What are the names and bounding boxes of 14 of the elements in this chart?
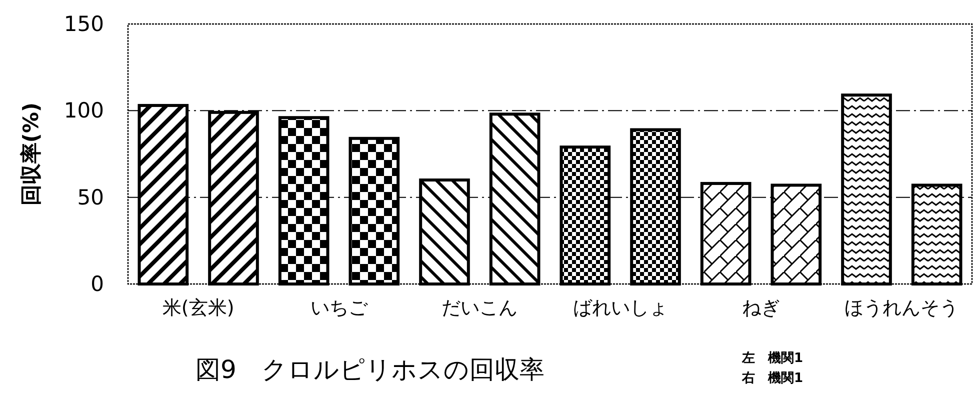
text: 左 機関1 [741, 351, 804, 366]
x-tick-label: 米(玄米) [162, 297, 234, 319]
x-tick-label: ほうれんそう [844, 297, 959, 319]
x-tick-label: ねぎ [742, 297, 780, 319]
y-tick-label: 0 [90, 272, 104, 296]
y-tick-label: 150 [64, 12, 104, 36]
y-tick-label: 50 [77, 185, 104, 210]
text: 右 機関1 [741, 371, 804, 386]
text: 図9 クロルピリホスの回収率 [196, 355, 544, 384]
y-tick-label: 100 [64, 98, 104, 123]
x-tick-label: いちご [310, 297, 368, 319]
x-tick-label: ばれいしょ [572, 297, 668, 319]
y-axis-title: 回収率(%) [19, 102, 43, 206]
x-tick-label: だいこん [442, 297, 518, 319]
